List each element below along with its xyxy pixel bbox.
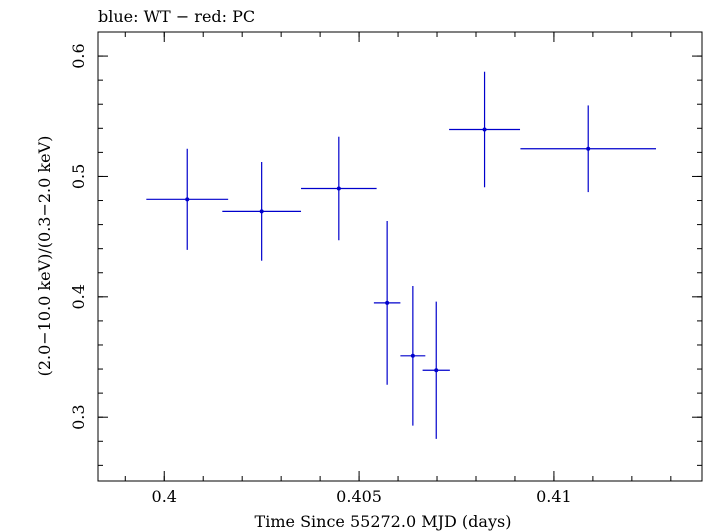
y-tick-label: 0.3	[69, 404, 88, 429]
point-marker	[185, 197, 190, 202]
x-tick-label: 0.4	[152, 487, 177, 506]
plot-frame	[97, 31, 703, 482]
data-point	[520, 105, 657, 193]
point-marker	[410, 353, 415, 358]
x-tick-label: 0.405	[336, 487, 382, 506]
x-tick-label: 0.41	[536, 487, 572, 506]
chart-title: blue: WT − red: PC	[98, 7, 255, 26]
y-tick-label: 0.5	[69, 164, 88, 189]
point-marker	[336, 186, 341, 191]
data-point	[146, 148, 229, 250]
data-point	[222, 162, 302, 261]
y-tick-label: 0.6	[69, 43, 88, 68]
tick-labels: 0.4 0.405 0.41 0.3 0.4 0.5 0.6	[69, 43, 572, 506]
data-point	[422, 301, 450, 439]
data-points	[146, 71, 657, 439]
x-axis-label: Time Since 55272.0 MJD (days)	[255, 512, 512, 531]
axis-ticks	[98, 31, 702, 481]
point-marker	[482, 127, 487, 132]
data-point	[449, 71, 521, 188]
point-marker	[586, 146, 591, 151]
point-marker	[385, 300, 390, 305]
data-point	[400, 285, 426, 426]
point-marker	[259, 209, 264, 214]
data-point	[301, 136, 377, 241]
point-marker	[434, 368, 439, 373]
y-tick-label: 0.4	[69, 284, 88, 309]
y-axis-label: (2.0−10.0 keV)/(0.3−2.0 keV)	[35, 136, 54, 377]
data-point	[373, 220, 401, 385]
